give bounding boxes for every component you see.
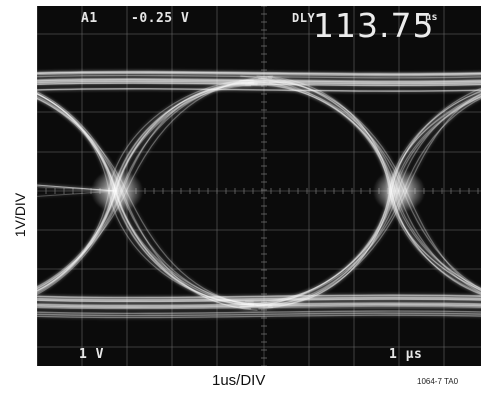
eye-transition-falling [256, 75, 481, 294]
oscilloscope-screen: A1 -0.25 V DLY 113.75 µs 1 V 1 µs [37, 6, 481, 366]
eye-trace-mid [37, 186, 118, 192]
eye-trace-high [37, 71, 481, 76]
offset-readout: -0.25 V [131, 11, 190, 26]
eye-trace-low [37, 312, 481, 317]
delay-time-unit: µs [425, 12, 439, 23]
eye-trace-high [37, 88, 481, 92]
eye-trace-high [37, 78, 481, 82]
eye-trace-low [37, 297, 481, 301]
eye-trace-low [37, 298, 481, 302]
delay-time-readout: 113.75 [313, 6, 435, 45]
channel-indicator: A1 [81, 11, 98, 26]
eye-trace-high [37, 70, 481, 75]
eye-trace-low [37, 294, 481, 298]
eye-trace-low [37, 314, 481, 319]
figure-code: 1064-7 TA0 [417, 377, 459, 386]
eye-transition-falling [37, 91, 251, 310]
eye-trace-high [37, 72, 481, 77]
eye-transition-falling [37, 96, 264, 305]
eye-trace-mid [37, 190, 118, 197]
eye-crossover-glow [373, 169, 425, 213]
delay-mode-indicator: DLY [292, 11, 316, 25]
eye-diagram-display [37, 6, 481, 366]
eye-transition-falling [37, 97, 273, 306]
x-axis-label: 1us/DIV [212, 372, 266, 389]
volts-per-div-readout: 1 V [79, 347, 104, 362]
eye-trace-low [37, 310, 481, 314]
y-axis-label: 1V/DIV [12, 192, 28, 238]
eye-traces [37, 70, 481, 319]
time-per-div-readout: 1 µs [389, 347, 423, 362]
